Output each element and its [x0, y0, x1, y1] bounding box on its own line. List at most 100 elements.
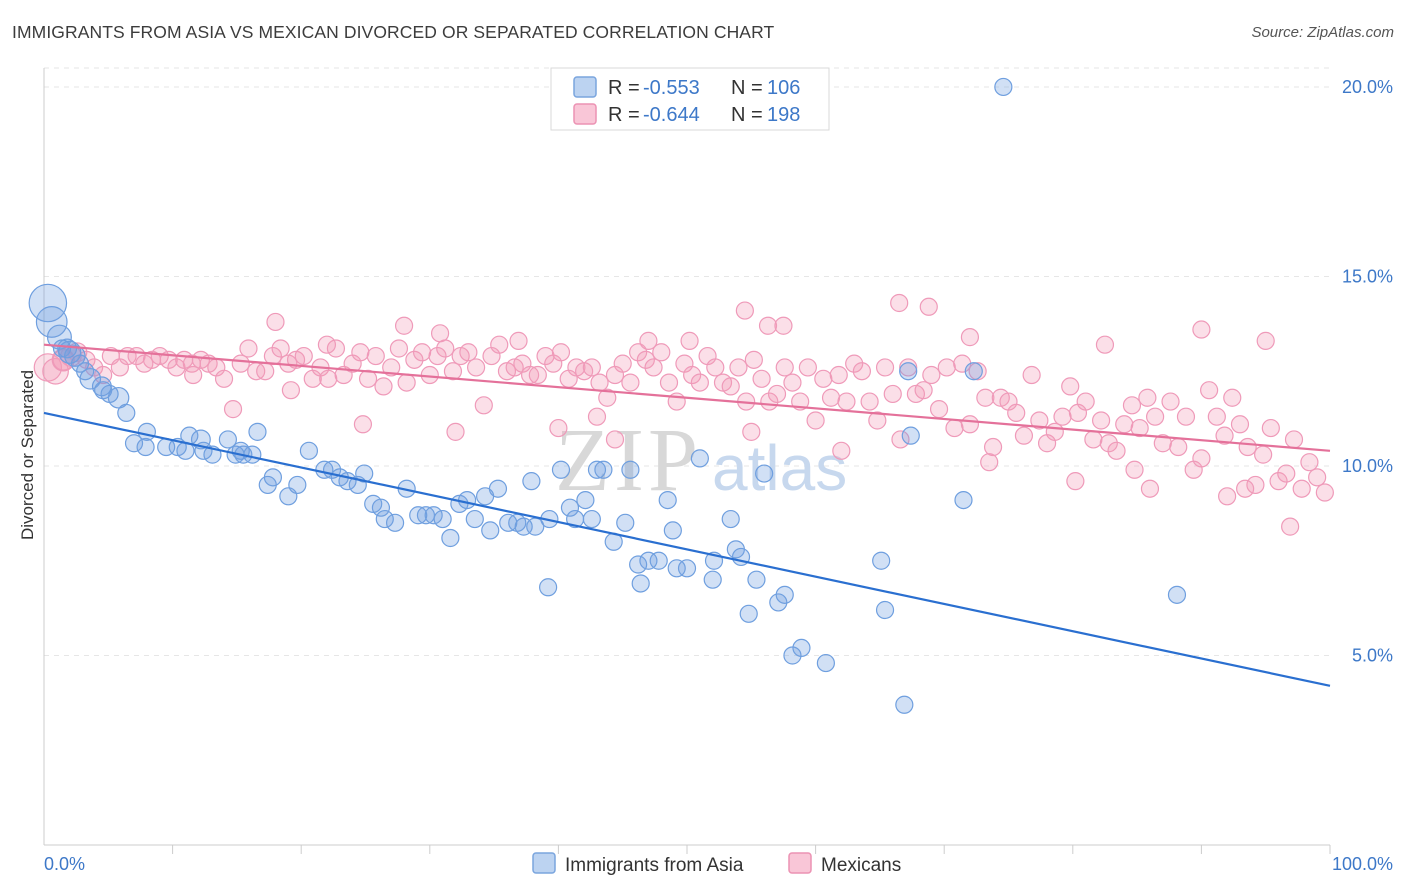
point-mexicans — [167, 358, 186, 377]
point-mexicans — [459, 343, 478, 362]
point-asia — [107, 386, 130, 409]
point-mexicans — [1115, 415, 1134, 434]
point-mexicans — [223, 400, 243, 419]
point-asia — [677, 559, 697, 578]
point-asia — [639, 551, 658, 570]
point-asia — [560, 498, 580, 517]
point-mexicans — [430, 324, 450, 343]
point-mexicans — [1169, 437, 1188, 457]
point-mexicans — [1192, 449, 1211, 468]
point-mexicans — [490, 335, 509, 354]
point-asia — [792, 638, 811, 658]
legend-r-value-mexicans: -0.644 — [643, 104, 700, 126]
point-asia — [649, 551, 668, 570]
point-mexicans — [256, 362, 275, 381]
watermark-atlas: atlas — [712, 432, 847, 504]
point-asia — [263, 468, 283, 487]
point-mexicans — [1161, 392, 1180, 411]
point-asia — [218, 430, 237, 449]
point-mexicans — [294, 346, 313, 366]
point-mexicans — [1176, 407, 1196, 426]
point-mexicans — [729, 358, 748, 377]
point-mexicans — [184, 365, 203, 385]
point-mexicans — [1261, 418, 1280, 438]
point-asia — [76, 362, 95, 381]
point-mexicans — [837, 392, 856, 411]
point-mexicans — [587, 407, 607, 426]
point-asia — [629, 555, 648, 574]
point-mexicans — [806, 411, 825, 430]
point-mexicans — [929, 400, 949, 419]
point-mexicans — [605, 430, 625, 449]
point-mexicans — [922, 365, 941, 385]
point-asia — [576, 490, 595, 510]
point-asia — [424, 506, 443, 525]
point-mexicans — [1315, 483, 1334, 502]
point-mexicans — [968, 362, 987, 381]
point-mexicans — [549, 418, 568, 438]
point-mexicans — [752, 369, 771, 388]
point-asia — [994, 77, 1013, 97]
point-asia — [582, 509, 601, 529]
point-mexicans — [1061, 377, 1080, 396]
point-mexicans — [1030, 411, 1049, 430]
point-mexicans — [528, 365, 547, 385]
point-mexicans — [937, 358, 956, 377]
point-mexicans — [744, 350, 763, 369]
point-mexicans — [980, 453, 999, 472]
point-mexicans — [231, 354, 250, 373]
point-mexicans — [690, 373, 709, 392]
point-mexicans — [281, 381, 301, 400]
y-tick-label: 15.0% — [1342, 266, 1393, 286]
point-mexicans — [1045, 422, 1064, 441]
point-mexicans — [829, 365, 848, 385]
point-asia — [35, 306, 68, 338]
point-asia — [124, 434, 144, 453]
point-mexicans — [1140, 479, 1160, 498]
point-mexicans — [436, 339, 455, 358]
point-mexicans — [767, 384, 787, 404]
point-mexicans — [960, 415, 980, 434]
point-asia — [816, 653, 835, 673]
point-mexicans — [636, 350, 655, 369]
point-asia — [375, 509, 394, 529]
point-mexicans — [1215, 426, 1234, 445]
point-mexicans — [1256, 331, 1275, 350]
point-mexicans — [706, 358, 725, 377]
point-mexicans — [814, 369, 833, 388]
point-mexicans — [860, 392, 879, 411]
point-mexicans — [389, 339, 409, 358]
point-asia — [775, 585, 794, 604]
point-mexicans — [1125, 460, 1144, 479]
point-asia — [755, 464, 774, 483]
point-asia — [488, 479, 508, 498]
point-mexicans — [1095, 335, 1115, 354]
point-mexicans — [1284, 430, 1304, 449]
point-mexicans — [735, 301, 754, 320]
point-asia — [522, 472, 541, 491]
point-mexicans — [266, 312, 285, 332]
point-mexicans — [1246, 475, 1265, 495]
point-mexicans — [890, 293, 909, 313]
point-mexicans — [1007, 403, 1026, 423]
point-asia — [739, 604, 758, 623]
point-asia — [457, 490, 477, 510]
x-tick-marks — [172, 845, 1331, 854]
legend-n-value-asia: 106 — [767, 77, 800, 99]
point-mexicans — [983, 437, 1003, 457]
point-mexicans — [1207, 407, 1226, 426]
point-mexicans — [758, 316, 778, 335]
point-asia — [621, 460, 640, 479]
point-mexicans — [783, 373, 802, 392]
point-mexicans — [353, 415, 373, 434]
point-asia — [901, 426, 920, 445]
point-asia — [964, 362, 983, 381]
point-asia — [690, 449, 709, 468]
y-tick-label: 10.0% — [1342, 456, 1393, 476]
trend-line-asia — [43, 411, 1331, 687]
point-mexicans — [639, 331, 658, 350]
point-asia — [433, 509, 452, 529]
point-mexicans — [351, 343, 370, 362]
point-mexicans — [582, 358, 601, 377]
